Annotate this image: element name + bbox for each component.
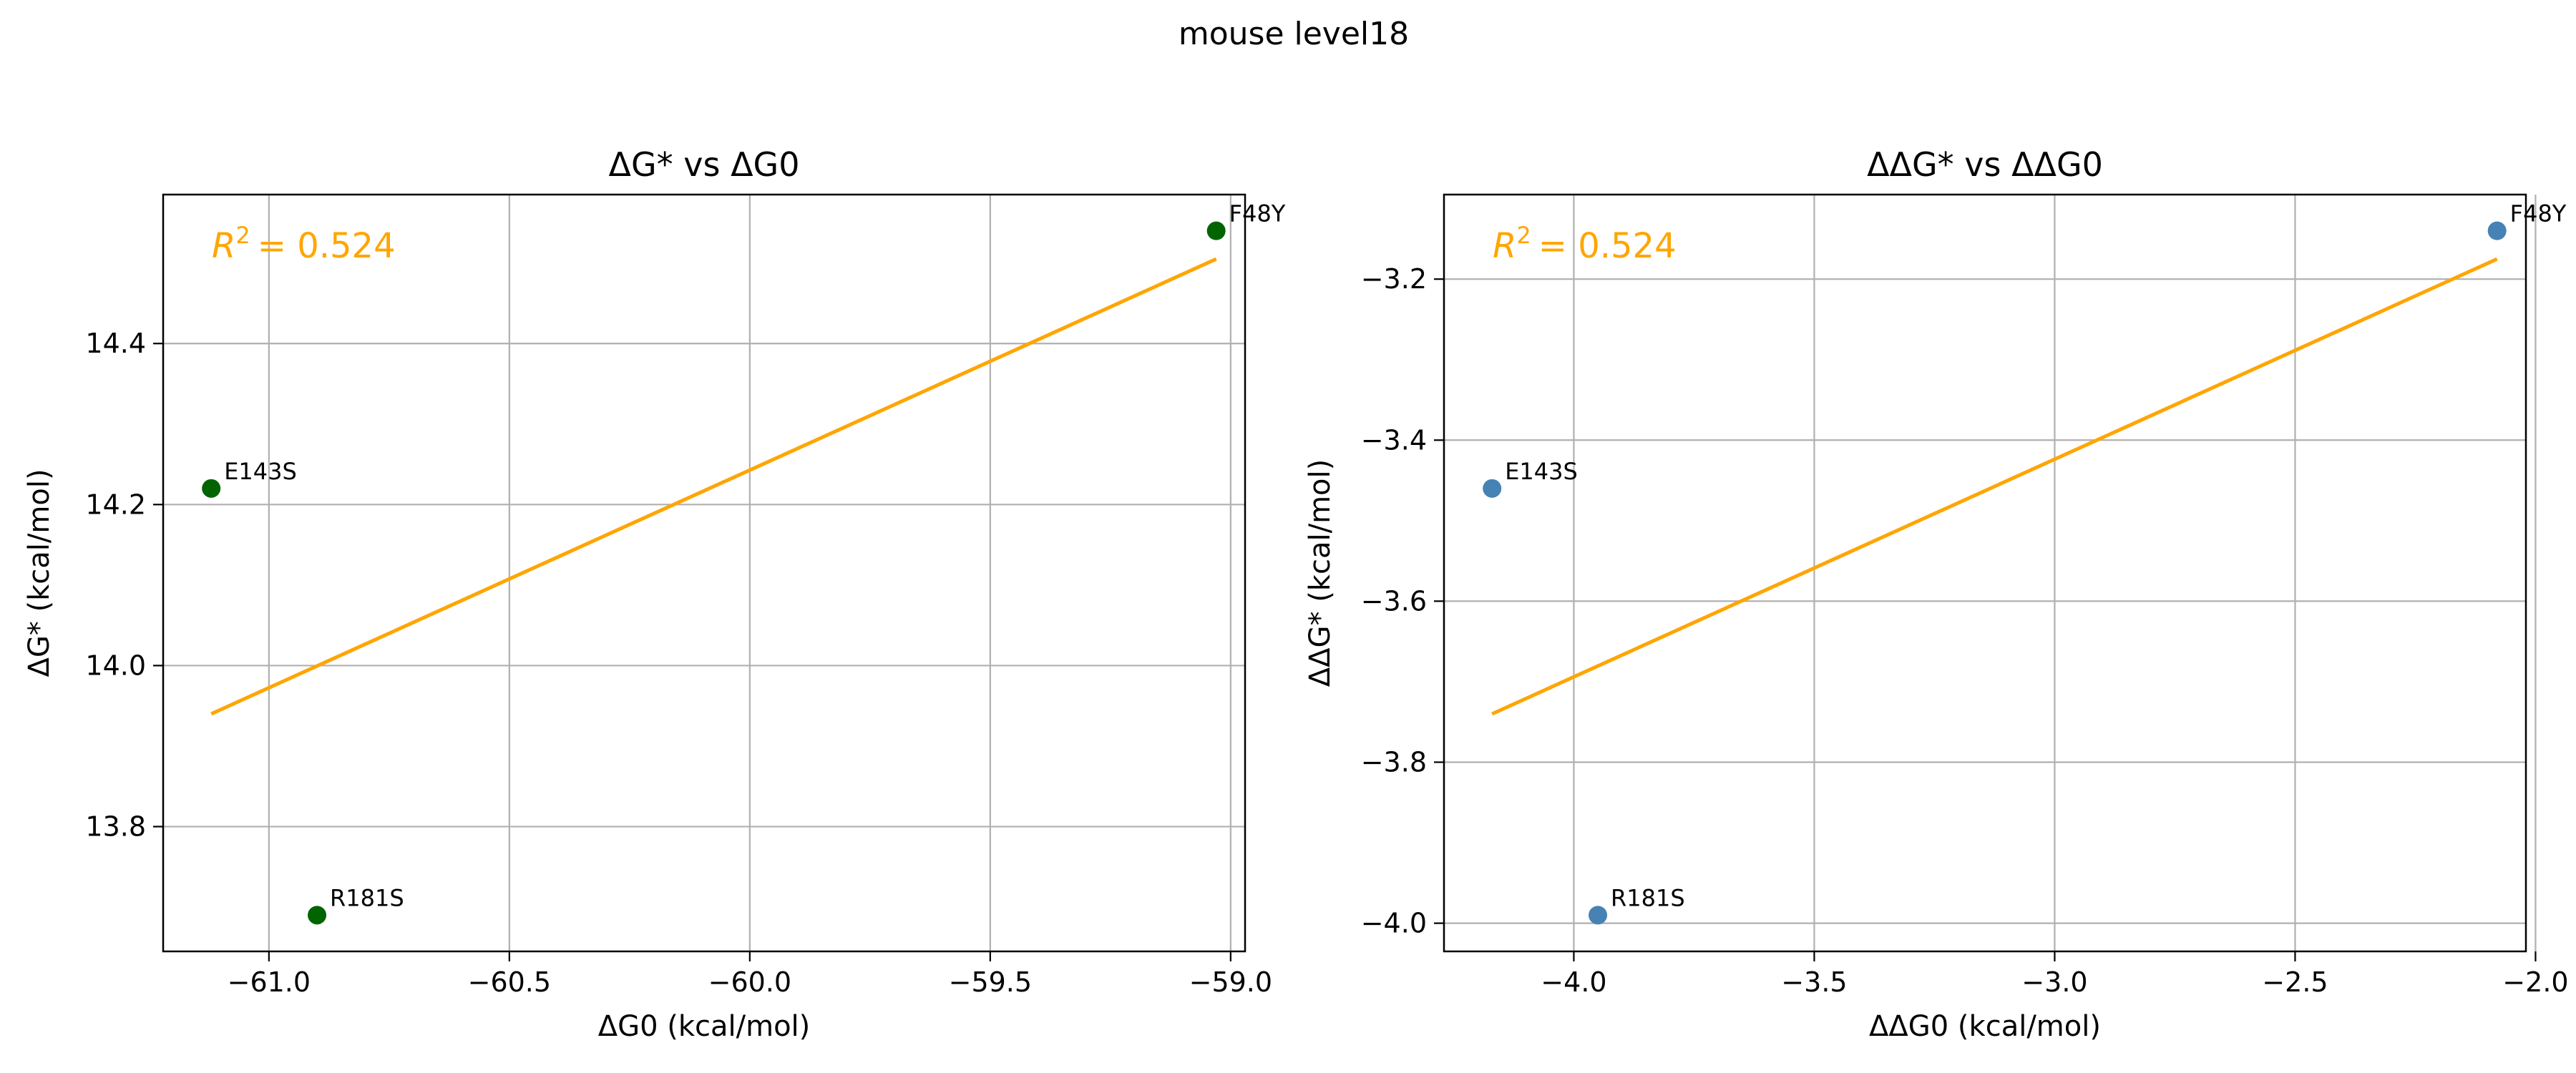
chart-1-x-tick-label: −2.0 xyxy=(2502,966,2568,998)
chart-1-title: ΔΔG* vs ΔΔG0 xyxy=(1867,145,2103,184)
chart-1-x-axis-label: ΔΔG0 (kcal/mol) xyxy=(1869,1010,2101,1043)
chart-0-x-tick-label: −59.5 xyxy=(949,966,1032,998)
chart-0-title: ΔG* vs ΔG0 xyxy=(609,145,800,184)
chart-0-x-tick-label: −59.0 xyxy=(1189,966,1272,998)
chart-1-x-tick-label: −3.0 xyxy=(2021,966,2087,998)
chart-1-y-axis-label: ΔΔG* (kcal/mol) xyxy=(1304,459,1337,687)
chart-1-y-tick-label: −3.2 xyxy=(1361,263,1427,295)
chart-1-r2-symbol: R xyxy=(1493,226,1516,266)
chart-1-point-label: E143S xyxy=(1505,458,1578,485)
chart-1-data-point xyxy=(2487,221,2507,240)
chart-0-point-label: R181S xyxy=(330,884,404,911)
chart-0-y-tick-label: 14.0 xyxy=(85,650,146,681)
chart-1-x-tick-label: −2.5 xyxy=(2262,966,2328,998)
chart-0-data-point xyxy=(1206,221,1226,240)
chart-0-r2-symbol: R xyxy=(212,226,235,266)
chart-1-fit-line xyxy=(1491,257,2498,716)
chart-0-y-axis-label: ΔG* (kcal/mol) xyxy=(23,469,56,677)
chart-1-x-tick-label: −4.0 xyxy=(1541,966,1606,998)
chart-1-data-point xyxy=(1589,906,1608,925)
chart-1-x-tick-label: −3.5 xyxy=(1781,966,1847,998)
chart-0-x-axis-label: ΔG0 (kcal/mol) xyxy=(598,1010,811,1043)
chart-1-r2-annotation: R2 = 0.524 xyxy=(1493,222,1677,266)
chart-0-r2-superscript: 2 xyxy=(235,222,250,249)
chart-0-x-tick-label: −61.0 xyxy=(228,966,311,998)
chart-0-data-point xyxy=(308,906,327,925)
chart-0-point-label: E143S xyxy=(224,458,297,485)
chart-0-point-label: F48Y xyxy=(1229,200,1286,227)
chart-1-r2-value: = 0.524 xyxy=(1538,226,1677,266)
chart-0-axes-frame xyxy=(162,193,1246,953)
chart-1-y-tick-label: −4.0 xyxy=(1361,908,1427,939)
chart-1-data-point xyxy=(1483,479,1502,498)
right-scatter-panel: E143S R181S F48Y R2 = 0.524 −4.0 −3.5 −3.0 −2.5 −… xyxy=(1304,145,2569,1043)
chart-0-y-tick-label: 14.2 xyxy=(85,489,146,520)
chart-1-axes-frame xyxy=(1443,193,2527,953)
chart-1-y-tick-label: −3.4 xyxy=(1361,424,1427,456)
chart-1-point-label: F48Y xyxy=(2510,200,2567,227)
left-scatter-panel: E143S R181S F48Y R2 = 0.524 −61.0 −60.5 −60.0 −5… xyxy=(23,145,1286,1043)
chart-0-r2-annotation: R2 = 0.524 xyxy=(212,222,396,266)
chart-0-y-tick-label: 14.4 xyxy=(85,328,146,359)
chart-0-fit-line xyxy=(210,257,1217,716)
chart-1-point-label: R181S xyxy=(1611,884,1685,911)
chart-1-y-tick-label: −3.8 xyxy=(1361,747,1427,778)
chart-0-x-tick-label: −60.5 xyxy=(468,966,551,998)
figure-suptitle: mouse level18 xyxy=(1179,16,1409,52)
chart-1-r2-superscript: 2 xyxy=(1516,222,1531,249)
chart-0-data-point xyxy=(202,479,221,498)
chart-1-y-tick-label: −3.6 xyxy=(1361,585,1427,617)
chart-0-x-tick-label: −60.0 xyxy=(708,966,791,998)
chart-0-r2-value: = 0.524 xyxy=(258,226,396,266)
chart-0-y-tick-label: 13.8 xyxy=(85,811,146,843)
